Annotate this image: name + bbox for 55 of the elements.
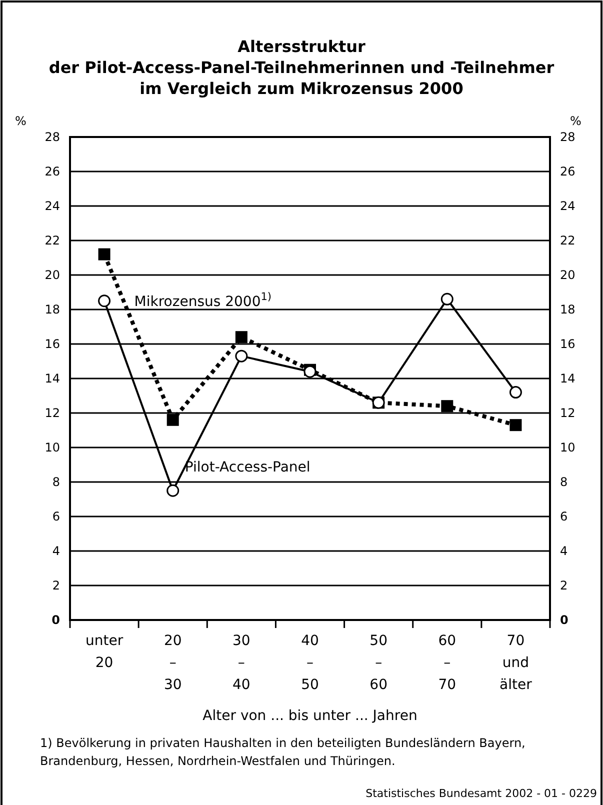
y2-tick-label: 16 bbox=[560, 336, 576, 351]
y-tick-label: 26 bbox=[44, 164, 60, 178]
y-axis-title: % bbox=[15, 114, 26, 128]
x-tick-label: unter 20 bbox=[85, 633, 124, 671]
y-tick-label: 12 bbox=[44, 406, 60, 420]
text: Statistisches Bundesamt 2002 - 01 - 0229 bbox=[366, 787, 597, 800]
point bbox=[98, 248, 110, 260]
y2-tick-label: 0 bbox=[560, 612, 568, 627]
y-tick-label: 16 bbox=[44, 336, 60, 351]
y2-tick-label: 12 bbox=[560, 406, 576, 420]
y-tick-label: 6 bbox=[52, 509, 60, 524]
y2-tick-label: 2 bbox=[560, 578, 568, 592]
y-tick-label: 22 bbox=[44, 233, 60, 248]
x-axis-title: Alter von ... bis unter ... Jahren bbox=[202, 708, 418, 724]
x-tick-label: 40 – 50 bbox=[301, 633, 319, 693]
y2-tick-label: 22 bbox=[560, 233, 576, 248]
y2-axis-title: % bbox=[570, 114, 582, 128]
y2-tick-label: 20 bbox=[560, 268, 576, 282]
x-tick-label: 60 – 70 bbox=[438, 633, 456, 693]
y-tick-label: 20 bbox=[44, 268, 60, 282]
y-tick-label: 10 bbox=[44, 440, 60, 454]
y-tick-label: 24 bbox=[44, 198, 60, 213]
y-tick-label: 4 bbox=[52, 544, 60, 558]
point bbox=[98, 294, 111, 308]
series-label: Pilot-Access-Panel bbox=[184, 460, 310, 476]
x-tick-label: 30 – 40 bbox=[232, 633, 250, 693]
y-tick-label: 0 bbox=[52, 612, 60, 627]
y2-tick-label: 10 bbox=[560, 440, 576, 454]
y2-tick-label: 6 bbox=[560, 509, 568, 524]
x-tick-label: 20 – 30 bbox=[164, 633, 182, 693]
y-tick-label: 14 bbox=[44, 371, 60, 386]
x-tick-label: 50 – 60 bbox=[370, 633, 388, 693]
x-tick-label: 70 und älter bbox=[500, 633, 532, 693]
point bbox=[509, 386, 522, 399]
text: 1) Bevölkerung in privaten Haushalten in den beteiligten Bundesländern Bayern, Brandenburg, Hessen, Nordrhein-Westfalen und Thüringen. bbox=[40, 736, 526, 768]
series-label: Mikrozensus 2000$^{1)}$ bbox=[134, 291, 272, 310]
y2-tick-label: 28 bbox=[560, 130, 576, 144]
y2-tick-label: 4 bbox=[560, 544, 568, 558]
y2-tick-label: 18 bbox=[560, 302, 576, 316]
point bbox=[441, 400, 454, 412]
point bbox=[166, 414, 179, 426]
point bbox=[235, 350, 248, 362]
y2-tick-label: 8 bbox=[560, 474, 568, 489]
y2-tick-label: 24 bbox=[560, 198, 576, 213]
y2-tick-label: 14 bbox=[560, 371, 576, 386]
y-tick-label: 28 bbox=[44, 130, 60, 144]
point bbox=[166, 484, 180, 497]
y-tick-label: 8 bbox=[52, 474, 60, 489]
point bbox=[510, 419, 522, 432]
point bbox=[235, 331, 248, 344]
y2-tick-label: 26 bbox=[560, 164, 576, 178]
chart-title: Altersstruktur der Pilot-Access-Panel-Teilnehmerinnen und -Teilnehmer im Vergleich zum Mikrozensus 2000 bbox=[48, 37, 554, 98]
point bbox=[440, 292, 454, 306]
y-tick-label: 2 bbox=[52, 578, 60, 592]
y-tick-label: 18 bbox=[44, 302, 60, 316]
